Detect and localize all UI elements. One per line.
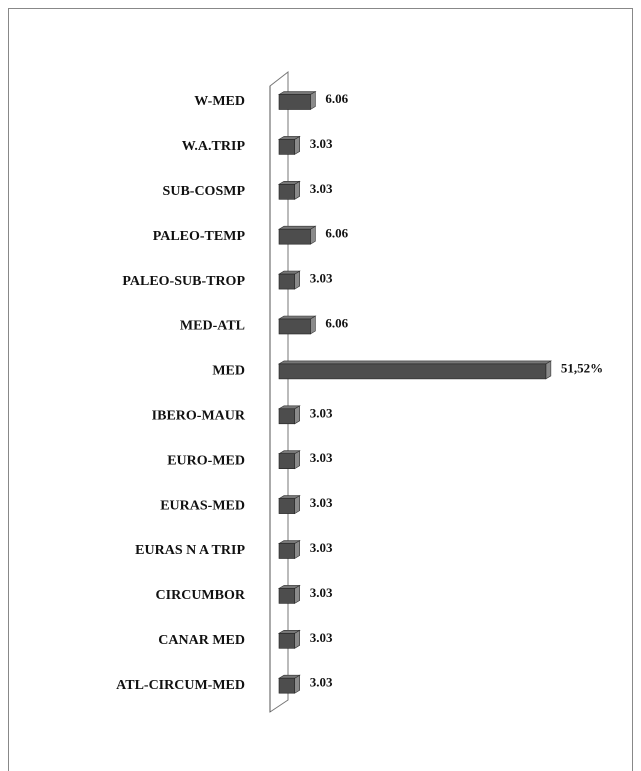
bar <box>278 318 311 335</box>
category-label: SUB-COSMP <box>163 184 246 199</box>
data-label: 51,52% <box>561 360 603 375</box>
category-label: CIRCUMBOR <box>156 588 246 603</box>
category-label: W-MED <box>194 94 245 109</box>
bar <box>278 139 295 155</box>
category-label: EURO-MED <box>167 453 245 468</box>
category-label: MED <box>212 364 245 379</box>
bar <box>278 543 295 559</box>
bar <box>278 228 311 245</box>
category-label: ATL-CIRCUM-MED <box>116 678 245 693</box>
bar-top <box>277 91 317 95</box>
category-label: PALEO-SUB-TROP <box>122 274 245 289</box>
data-label: 3.03 <box>310 495 333 510</box>
data-label: 6.06 <box>325 91 348 106</box>
data-label: 3.03 <box>310 450 333 465</box>
category-label: CANAR MED <box>158 633 245 648</box>
bar <box>278 184 295 200</box>
data-label: 3.03 <box>310 181 333 196</box>
category-label: PALEO-TEMP <box>153 229 246 244</box>
bar <box>278 498 295 514</box>
data-label: 3.03 <box>310 675 333 690</box>
data-label: 6.06 <box>325 315 348 330</box>
data-label: 3.03 <box>310 585 333 600</box>
data-label: 3.03 <box>310 540 333 555</box>
bar <box>278 273 295 290</box>
category-label: EURAS N A TRIP <box>135 543 245 558</box>
bar <box>278 363 547 380</box>
category-label: EURAS-MED <box>160 498 245 513</box>
bar <box>278 94 311 110</box>
bar-top <box>277 225 317 230</box>
bar <box>278 588 295 604</box>
bar <box>278 408 295 425</box>
category-label: W.A.TRIP <box>182 139 246 154</box>
bar <box>278 632 295 649</box>
bar <box>278 677 295 694</box>
data-label: 6.06 <box>325 226 348 241</box>
data-label: 3.03 <box>310 136 333 151</box>
category-label: MED-ATL <box>180 319 245 334</box>
data-label: 3.03 <box>310 630 333 645</box>
data-label: 3.03 <box>310 271 333 286</box>
bar-top <box>277 360 552 365</box>
category-label: IBERO-MAUR <box>152 409 246 424</box>
bar-top <box>277 315 317 320</box>
bar <box>278 453 295 470</box>
axis-wall <box>269 70 289 713</box>
data-label: 3.03 <box>310 405 333 420</box>
chart-frame <box>8 8 633 771</box>
